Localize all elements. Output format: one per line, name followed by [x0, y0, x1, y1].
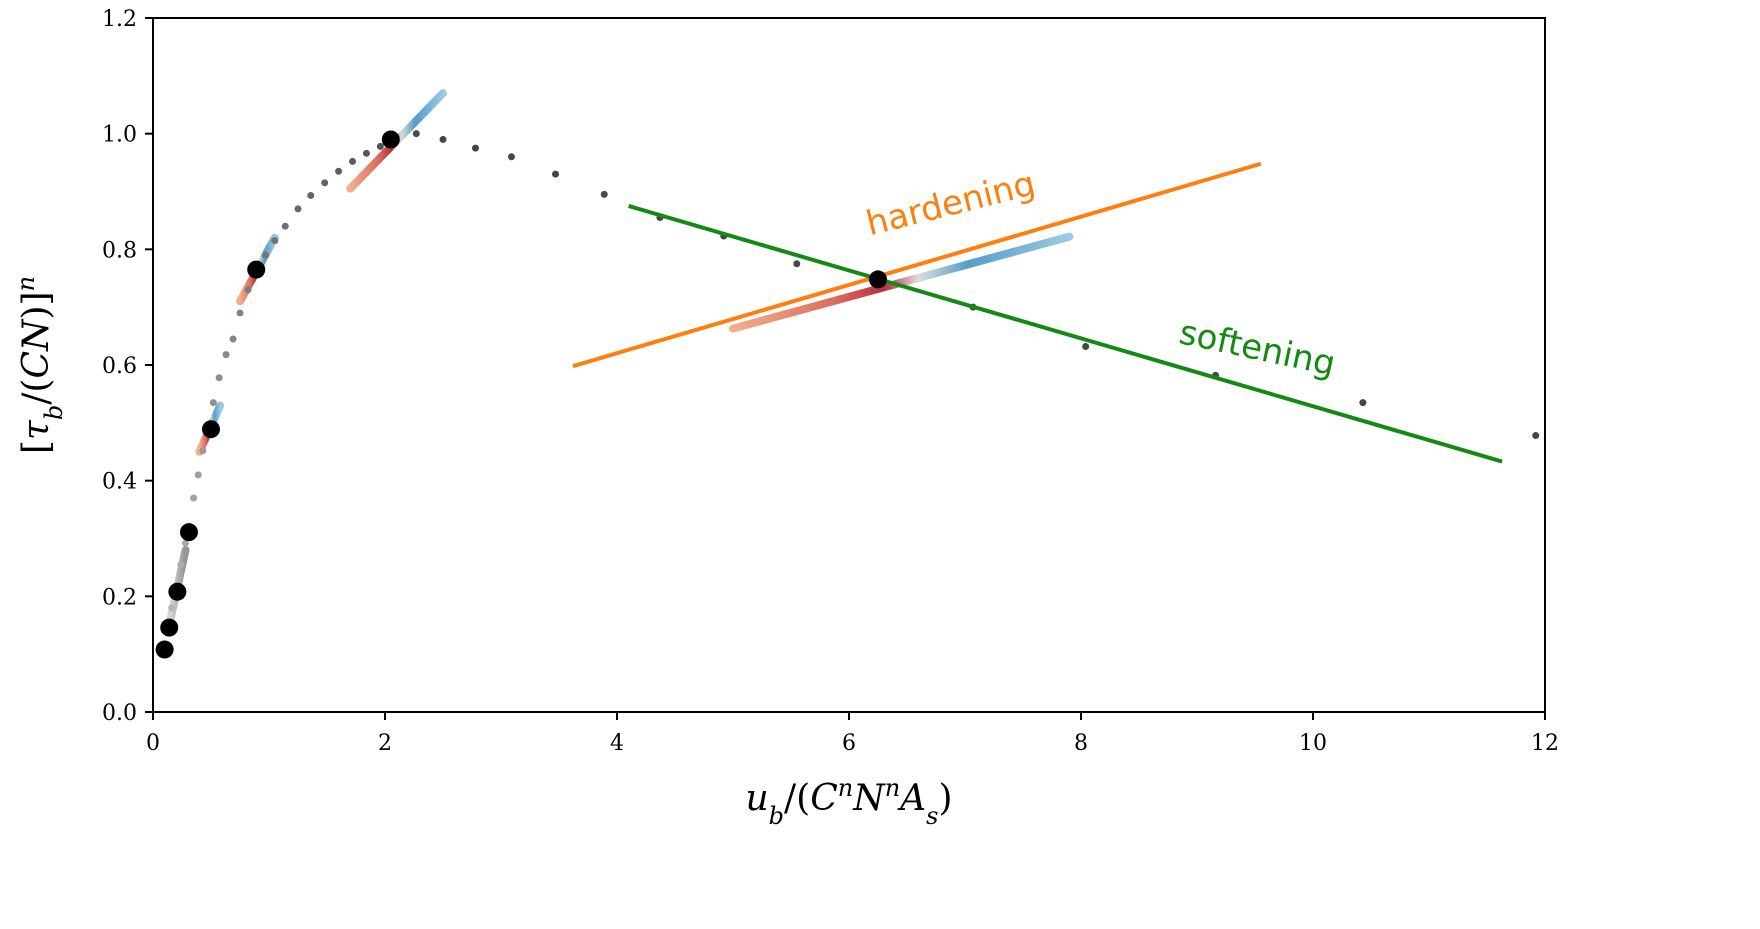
x-tick-label: 0	[146, 731, 160, 756]
curve-point	[194, 471, 202, 479]
curve-point	[236, 309, 244, 317]
curve-point	[471, 144, 479, 152]
curve-point	[307, 192, 315, 200]
x-tick-label: 2	[378, 731, 392, 756]
y-tick-label: 1.2	[102, 7, 137, 32]
x-tick-label: 8	[1074, 731, 1088, 756]
y-tick-label: 0.6	[102, 354, 137, 379]
y-axis-label: [τb/(CN)]n	[12, 276, 68, 454]
curve-point	[507, 153, 515, 161]
y-tick-label: 0.4	[102, 470, 137, 495]
y-tick-label: 0.8	[102, 238, 137, 263]
curve-point	[190, 494, 198, 502]
curve-point	[1359, 399, 1367, 407]
curve-point	[439, 135, 447, 143]
highlight-point	[160, 618, 179, 637]
curve-point	[349, 157, 357, 165]
curve-point	[229, 335, 237, 343]
curve-point	[281, 222, 289, 230]
axes: 0 2 4 6 8 10 12 0.0 0.2 0.4 0.6 0.8 1.0 1.2 ub/(CnNnAs…	[12, 7, 1559, 830]
curve-point	[1532, 432, 1540, 440]
curve-point	[222, 351, 230, 359]
highlight-point	[168, 582, 187, 601]
curve-point	[244, 286, 252, 294]
curve-point	[793, 260, 801, 268]
highlight-point	[381, 130, 400, 149]
curve-point	[271, 237, 279, 245]
curve-point	[294, 205, 302, 213]
curve-point	[362, 149, 370, 157]
curve-point	[215, 374, 223, 382]
plot-frame	[152, 17, 1546, 713]
highlight-point	[247, 260, 266, 279]
y-tick-label: 1.0	[102, 123, 137, 148]
x-axis-label: ub/(CnNnAs)	[745, 774, 952, 830]
tangent-segment	[729, 232, 1074, 333]
highlight-point	[179, 523, 198, 542]
curve-point	[209, 399, 217, 407]
curve-point	[335, 167, 343, 175]
curve-point	[199, 447, 207, 455]
curve-point	[376, 142, 384, 150]
highlight-point	[869, 270, 887, 289]
hardening-line	[572, 161, 1262, 369]
y-tick-label: 0.0	[102, 701, 137, 726]
curve-point	[181, 539, 189, 547]
curve-point	[177, 561, 185, 569]
highlight-point	[155, 640, 174, 659]
x-tick-label: 12	[1531, 731, 1559, 756]
curve-point	[321, 179, 329, 187]
annotation-hardening: hardening	[862, 164, 1039, 245]
curve-point	[600, 190, 608, 198]
curve-point	[1082, 342, 1090, 350]
curve-point	[168, 604, 176, 612]
softening-line	[628, 204, 1503, 464]
x-tick-label: 6	[842, 731, 856, 756]
curve-point	[262, 251, 270, 259]
x-tick-label: 4	[610, 731, 624, 756]
curve-point	[552, 170, 560, 178]
curve-point	[412, 130, 420, 138]
y-tick-label: 0.2	[102, 585, 137, 610]
highlight-point	[202, 420, 220, 439]
x-tick-label: 10	[1299, 731, 1327, 756]
